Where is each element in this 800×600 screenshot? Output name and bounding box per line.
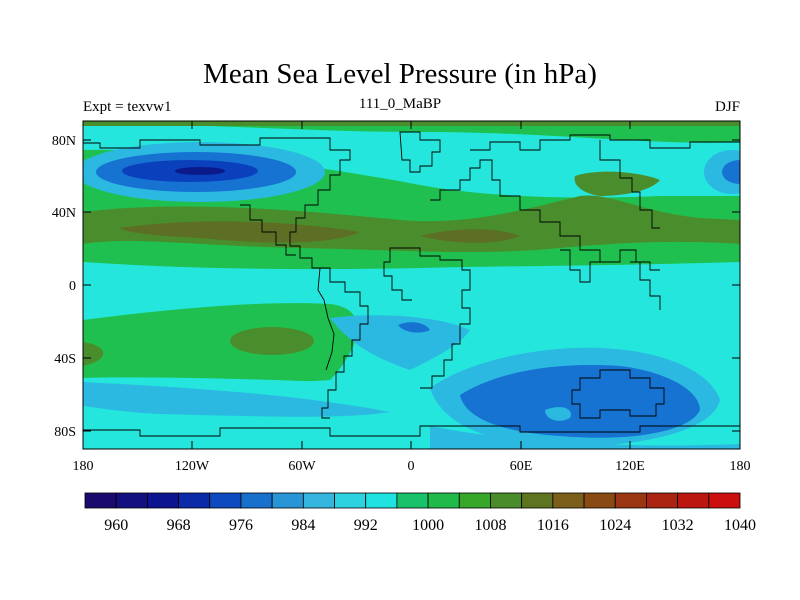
colorbar-swatch [178,492,211,509]
lat-label-40n: 40N [52,206,76,221]
field-south-edge [430,426,740,449]
field-siberia-high [574,171,660,196]
coastlines [83,131,740,437]
experiment-label: Expt = texvw1 [83,99,172,115]
colorbar-swatch [209,492,242,509]
colorbar [84,492,741,509]
colorbar-labels: 960 968 976 984 992 1000 1008 1016 1024 1032 1040 [104,517,756,534]
colorbar-swatch [334,492,367,509]
colorbar-swatch [708,492,741,509]
colorbar-swatch [677,492,710,509]
lat-label-80n: 80N [52,134,76,149]
colorbar-label: 1040 [724,517,756,534]
time-label: 111_0_MaBP [358,96,442,112]
colorbar-swatch [490,492,523,509]
field-pacific-high-core [120,221,360,243]
lon-label-180w: 180 [73,459,94,474]
map-title: Mean Sea Level Pressure (in hPa) [203,58,597,90]
lat-label-80s: 80S [54,425,76,440]
lat-label-40s: 40S [54,352,76,367]
season-label: DJF [714,99,740,115]
field-africa-low [330,315,470,370]
colorbar-swatch [427,492,460,509]
colorbar-swatch [365,492,398,509]
field-south-pacific-high [230,327,314,355]
colorbar-label: 1008 [474,517,506,534]
colorbar-label: 1016 [537,517,569,534]
colorbar-swatch [240,492,273,509]
field-west-edge-high [83,342,104,366]
lon-label-120w: 120W [175,459,210,474]
lat-ticks [83,139,740,432]
colorbar-swatch [583,492,616,509]
field-aleutian-low-core [175,167,225,175]
lat-label-0: 0 [69,279,76,294]
lat-labels: 80N 40N 0 40S 80S [52,134,76,440]
colorbar-swatch [84,492,117,509]
lon-label-120e: 120E [615,459,645,474]
colorbar-swatch [552,492,585,509]
field-south-pacific-green [83,303,358,382]
colorbar-label: 968 [167,517,191,534]
colorbar-swatch [115,492,148,509]
lon-labels: 180 120W 60W 0 60E 120E 180 [73,459,751,474]
colorbar-swatch [396,492,429,509]
lon-label-180e: 180 [730,459,751,474]
colorbar-label: 1032 [662,517,694,534]
colorbar-swatch [521,492,554,509]
colorbar-swatch [146,492,179,509]
colorbar-swatch [271,492,304,509]
colorbar-label: 984 [291,517,315,534]
field-azores-high-core [420,229,520,243]
lon-label-60e: 60E [510,459,533,474]
lon-ticks [191,121,631,449]
colorbar-label: 992 [354,517,378,534]
colorbar-swatch [458,492,491,509]
field-east-low-inner [722,160,740,184]
colorbar-label: 1024 [599,517,631,534]
colorbar-label: 976 [229,517,253,534]
lon-label-0: 0 [408,459,415,474]
colorbar-label: 960 [104,517,128,534]
field-southern-ocean-band [83,382,390,417]
colorbar-swatch [614,492,647,509]
field-africa-low-core [398,322,430,333]
field-south-indian-low-inner [460,365,700,438]
field-low-island [545,407,571,421]
colorbar-swatch [302,492,335,509]
pressure-field [83,121,740,449]
lon-label-60w: 60W [288,459,316,474]
colorbar-swatch [646,492,679,509]
colorbar-label: 1000 [412,517,444,534]
